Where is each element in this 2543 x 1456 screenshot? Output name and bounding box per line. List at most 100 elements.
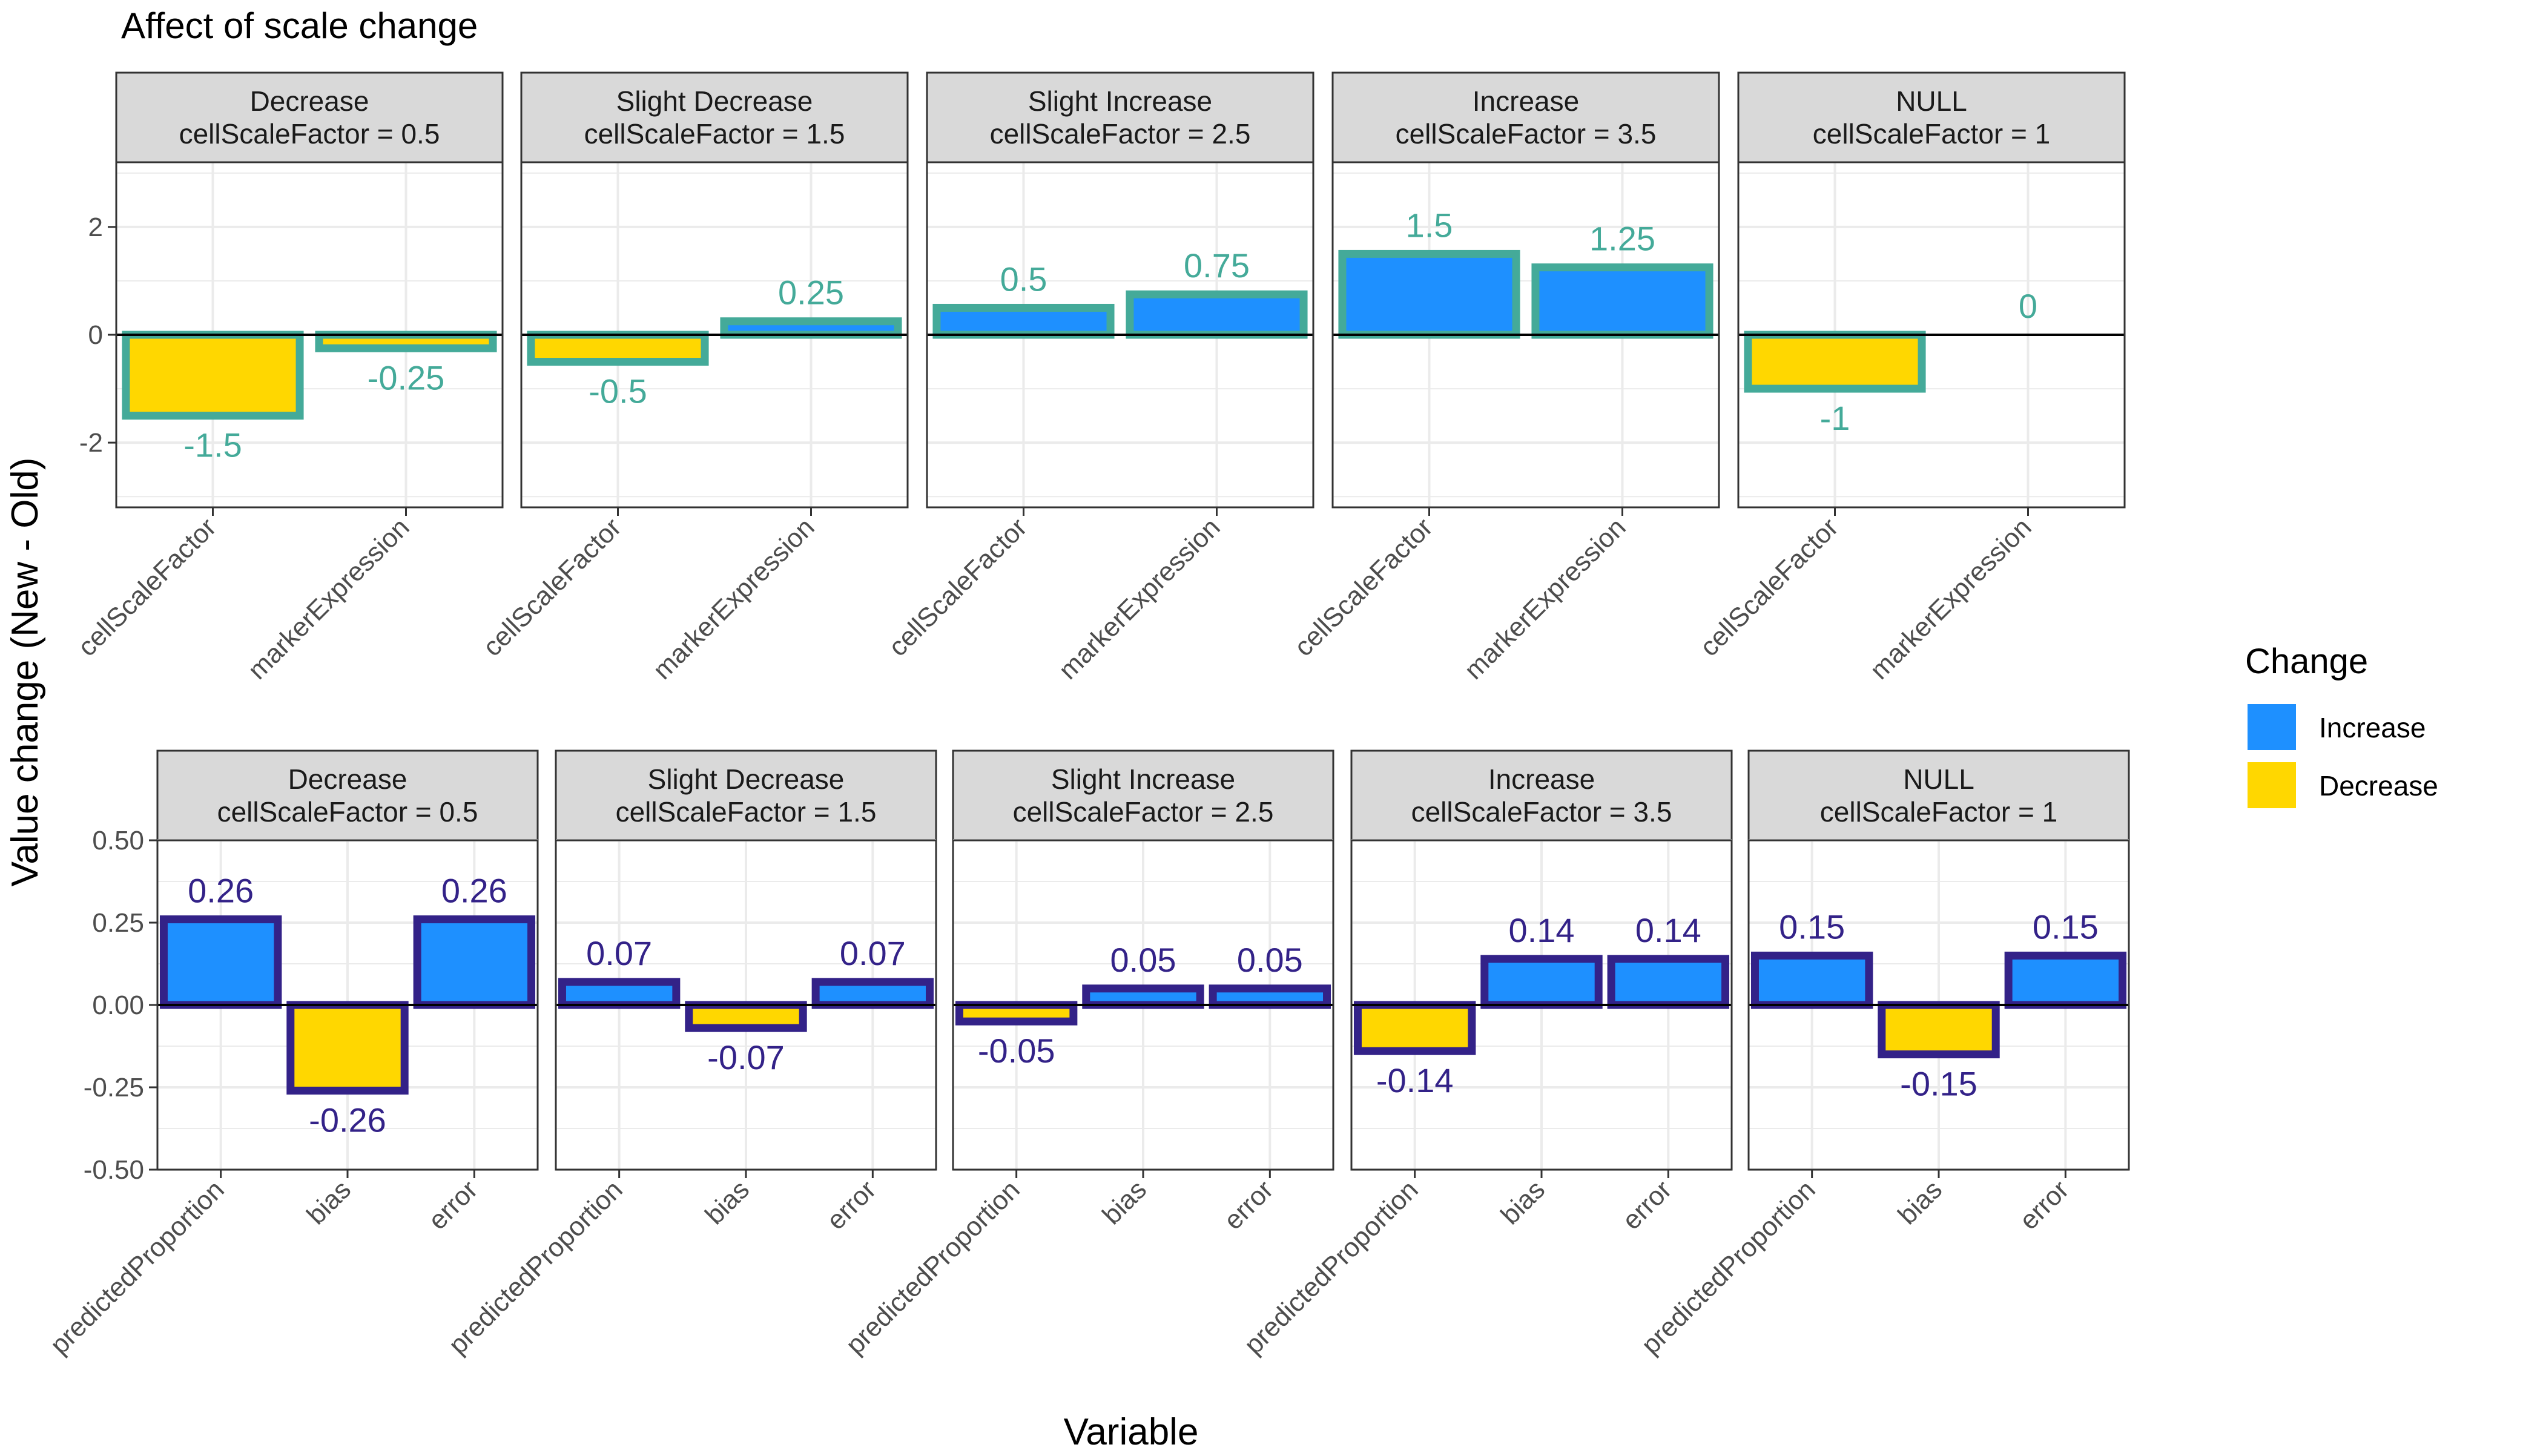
x-tick-label: bias bbox=[301, 1174, 357, 1230]
facet-strip bbox=[952, 749, 1334, 842]
x-tick-label: cellScaleFactor bbox=[1694, 512, 1844, 662]
bar-error bbox=[2004, 951, 2127, 1009]
bar-markerExpression bbox=[1126, 290, 1308, 339]
bar-predictedProportion bbox=[1353, 1001, 1476, 1055]
legend-label-decrease: Decrease bbox=[2319, 770, 2438, 802]
bar-value-label: 0.14 bbox=[1635, 911, 1701, 949]
facet-strip-title: NULL bbox=[1896, 85, 1967, 117]
bar-cellScaleFactor bbox=[1338, 249, 1520, 339]
bar-value-label: 0.15 bbox=[1779, 908, 1845, 946]
bar-error bbox=[1209, 984, 1331, 1009]
top-y-tick-label: -2 bbox=[79, 428, 103, 458]
facet-strip bbox=[555, 749, 937, 842]
bar-value-label: -1 bbox=[1820, 399, 1850, 437]
chart-title: Affect of scale change bbox=[121, 5, 478, 46]
top-y-tick-label: 2 bbox=[88, 212, 103, 242]
bar-value-label: 0.14 bbox=[1509, 911, 1575, 949]
x-tick-label: bias bbox=[1892, 1174, 1948, 1230]
x-tick-label: bias bbox=[699, 1174, 755, 1230]
facet-strip-title: NULL bbox=[1903, 763, 1974, 795]
x-tick-label: bias bbox=[1097, 1174, 1152, 1230]
bar-markerExpression bbox=[1531, 263, 1713, 339]
legend: Change Increase Decrease bbox=[2245, 642, 2438, 808]
bar-value-label: 0.07 bbox=[840, 934, 906, 972]
panel-border bbox=[520, 161, 909, 509]
bottom-y-tick-label: 0.00 bbox=[92, 990, 144, 1020]
bar-predictedProportion bbox=[558, 978, 681, 1009]
bar-error bbox=[1607, 955, 1730, 1009]
bar-value-label: 0.26 bbox=[188, 872, 254, 910]
bar-value-label: -0.15 bbox=[1900, 1065, 1977, 1103]
bottom-y-tick-label: 0.50 bbox=[92, 826, 144, 855]
facet-strip bbox=[1747, 749, 2130, 842]
bar-value-label: 0.75 bbox=[1184, 246, 1250, 285]
bar-error bbox=[413, 915, 536, 1009]
facet-strip-title: Decrease bbox=[250, 85, 369, 117]
bar-value-label: -0.05 bbox=[978, 1032, 1055, 1070]
x-tick-label: error bbox=[1218, 1174, 1279, 1235]
facet-strip bbox=[926, 71, 1314, 163]
bar-markerExpression bbox=[315, 331, 497, 352]
bar-cellScaleFactor bbox=[932, 303, 1115, 339]
facet-strip-title: Decrease bbox=[288, 763, 407, 795]
facet-strip-subtitle: cellScaleFactor = 1 bbox=[1813, 118, 2050, 150]
facet-strip-title: Slight Decrease bbox=[648, 763, 845, 795]
x-tick-label: cellScaleFactor bbox=[72, 512, 222, 662]
bar-value-label: -1.5 bbox=[183, 426, 242, 464]
bar-value-label: 0.15 bbox=[2033, 908, 2099, 946]
bar-bias bbox=[685, 1001, 807, 1032]
x-tick-label: error bbox=[1617, 1174, 1677, 1235]
bar-markerExpression bbox=[720, 317, 902, 339]
bar-value-label: -0.26 bbox=[309, 1101, 386, 1139]
bar-predictedProportion bbox=[159, 915, 282, 1009]
bar-value-label: 0.26 bbox=[441, 872, 507, 910]
x-tick-label: markerExpression bbox=[1459, 512, 1631, 685]
bar-cellScaleFactor bbox=[527, 331, 709, 366]
bar-value-label: 0.5 bbox=[1000, 260, 1047, 298]
facet-strip-subtitle: cellScaleFactor = 1 bbox=[1820, 796, 2057, 828]
x-tick-label: markerExpression bbox=[1053, 512, 1225, 685]
bar-value-label: -0.5 bbox=[589, 372, 647, 410]
facet-strip bbox=[1350, 749, 1733, 842]
bar-bias bbox=[286, 1001, 409, 1095]
x-tick-label: bias bbox=[1495, 1174, 1551, 1230]
bar-bias bbox=[1082, 984, 1204, 1009]
top-y-tick-label: 0 bbox=[88, 320, 103, 350]
bottom-y-tick-label: -0.25 bbox=[84, 1073, 144, 1102]
bar-value-label: 1.5 bbox=[1406, 206, 1453, 244]
facet-strip bbox=[156, 749, 539, 842]
facet-strip-subtitle: cellScaleFactor = 3.5 bbox=[1411, 796, 1672, 828]
bar-value-label: 0.05 bbox=[1110, 941, 1176, 979]
facet-strip-subtitle: cellScaleFactor = 0.5 bbox=[179, 118, 440, 150]
facet-strip-title: Increase bbox=[1473, 85, 1579, 117]
legend-key-increase bbox=[2248, 704, 2296, 750]
legend-title: Change bbox=[2245, 642, 2368, 681]
facet-strip-subtitle: cellScaleFactor = 2.5 bbox=[990, 118, 1251, 150]
facet-strip-subtitle: cellScaleFactor = 1.5 bbox=[584, 118, 845, 150]
legend-label-increase: Increase bbox=[2319, 712, 2426, 743]
bar-value-label: 0.25 bbox=[778, 274, 844, 312]
bar-value-label: -0.25 bbox=[368, 358, 445, 397]
facet-strip-subtitle: cellScaleFactor = 3.5 bbox=[1396, 118, 1657, 150]
bar-value-label: -0.14 bbox=[1376, 1061, 1454, 1099]
facet-strip bbox=[520, 71, 909, 163]
legend-key-decrease bbox=[2248, 762, 2296, 808]
facet-strip-title: Increase bbox=[1488, 763, 1595, 795]
facet-strip-title: Slight Decrease bbox=[616, 85, 813, 117]
panel-border bbox=[1737, 161, 2126, 509]
panel-border bbox=[115, 161, 504, 509]
bar-bias bbox=[1480, 955, 1603, 1009]
x-tick-label: error bbox=[2014, 1174, 2074, 1235]
bar-error bbox=[811, 978, 934, 1009]
x-tick-label: markerExpression bbox=[1864, 512, 2037, 685]
x-tick-label: cellScaleFactor bbox=[477, 512, 627, 662]
panel-border bbox=[1331, 161, 1720, 509]
bar-cellScaleFactor bbox=[122, 331, 304, 420]
x-tick-label: error bbox=[423, 1174, 483, 1235]
